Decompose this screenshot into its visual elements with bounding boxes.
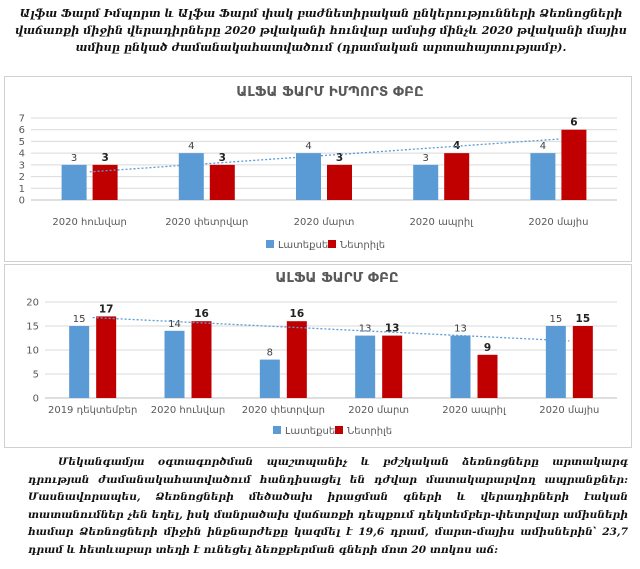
bar-latex (259, 359, 280, 398)
data-label: 3 (423, 153, 429, 164)
data-label: 3 (101, 152, 108, 164)
intro-paragraph: Ալֆա Ֆարմ Իմպորտ և Ալֆա Ֆարմ փակ բաժնետի… (15, 6, 627, 54)
legend-swatch-latex (266, 240, 274, 248)
data-label: 4 (540, 141, 546, 152)
outro-text: Մեկանգամյա օգտագործման պաշտպանիչ և բժշկա… (28, 456, 628, 556)
y-tick-label: 7 (19, 114, 25, 125)
x-tick-label: 2020 փետրվար (165, 217, 248, 228)
data-label: 9 (484, 342, 491, 354)
data-label: 4 (188, 141, 194, 152)
legend-swatch-nitrile (335, 426, 343, 434)
bar-nitrile (572, 326, 593, 398)
y-tick-label: 20 (26, 298, 39, 309)
bar-latex (530, 153, 556, 200)
bar-latex (450, 335, 471, 398)
legend-label-nitrile: Նետրիլե (340, 240, 385, 251)
y-tick-label: 0 (33, 394, 39, 405)
x-tick-label: 2020 ապրիլ (409, 217, 474, 228)
y-tick-label: 4 (19, 149, 25, 160)
y-tick-label: 0 (19, 196, 25, 207)
legend-swatch-nitrile (328, 240, 336, 248)
data-label: 6 (570, 117, 577, 129)
bar-latex (61, 164, 87, 200)
x-tick-label: 2020 մայիս (539, 405, 599, 416)
y-tick-label: 3 (19, 160, 25, 171)
data-label: 17 (99, 303, 114, 315)
data-label: 13 (454, 324, 467, 335)
y-tick-label: 5 (19, 137, 25, 148)
data-label: 15 (549, 314, 562, 325)
chart-alfa-farm-import: ԱԼՖԱ ՖԱՐՄ ԻՄՊՈՐՏ ՓԲԸ01234567344343334620… (4, 76, 632, 262)
data-label: 15 (73, 314, 86, 325)
y-tick-label: 5 (33, 370, 39, 381)
data-label: 3 (219, 152, 226, 164)
bar-nitrile (209, 164, 235, 200)
trendline (92, 316, 570, 342)
bar-nitrile (327, 164, 352, 200)
data-label: 3 (71, 153, 77, 164)
data-label: 4 (305, 141, 311, 152)
x-tick-label: 2020 հունվար (52, 217, 126, 228)
bar-latex (178, 153, 204, 200)
y-tick-label: 1 (19, 184, 25, 195)
bar-nitrile (561, 129, 587, 200)
y-tick-label: 15 (26, 322, 39, 333)
trendline (89, 138, 559, 173)
bar-latex (545, 326, 566, 398)
bar-latex (296, 153, 321, 200)
data-label: 14 (168, 319, 181, 330)
y-tick-label: 2 (19, 172, 25, 183)
x-tick-label: 2020 փետրվար (242, 405, 325, 416)
data-label: 16 (194, 308, 209, 320)
chart-svg-1: ԱԼՖԱ ՖԱՐՄ ԻՄՊՈՐՏ ՓԲԸ01234567344343334620… (19, 84, 617, 251)
bar-nitrile (444, 153, 470, 200)
data-label: 3 (336, 152, 343, 164)
y-tick-label: 10 (26, 346, 39, 357)
data-label: 15 (576, 313, 591, 325)
x-tick-label: 2020 հունվար (151, 405, 225, 416)
bar-latex (69, 326, 90, 398)
data-label: 8 (267, 348, 273, 359)
bar-nitrile (191, 321, 212, 398)
legend-label-latex: Լատեքսե (278, 240, 328, 251)
x-tick-label: 2020 ապրիլ (442, 405, 507, 416)
chart-title: ԱԼՖԱ ՖԱՐՄ ԻՄՊՈՐՏ ՓԲԸ (236, 84, 423, 100)
x-tick-label: 2020 մարտ (294, 217, 355, 228)
x-tick-label: 2020 մայիս (528, 217, 588, 228)
bar-nitrile (96, 316, 117, 398)
outro-paragraph: Մեկանգամյա օգտագործման պաշտպանիչ և բժշկա… (28, 454, 628, 560)
data-label: 13 (359, 324, 372, 335)
x-tick-label: 2019 դեկտեմբեր (48, 405, 137, 416)
bar-latex (413, 164, 439, 200)
y-tick-label: 6 (19, 125, 25, 136)
bar-latex (164, 330, 185, 398)
bar-nitrile (382, 335, 403, 398)
data-label: 16 (290, 308, 305, 320)
chart-title: ԱԼՖԱ ՖԱՐՄ ՓԲԸ (275, 270, 398, 286)
bar-nitrile (477, 354, 498, 398)
bar-nitrile (92, 164, 118, 200)
chart-alfa-farm: ԱԼՖԱ ՖԱՐՄ ՓԲԸ 0 5 10 15 20 15 14 8 13 13 15 17 16 16 13… (4, 264, 632, 448)
legend-label-latex: Լատեքսե (285, 426, 335, 437)
bar-latex (355, 335, 376, 398)
legend-label-nitrile: Նետրիլե (347, 426, 392, 437)
bar-nitrile (286, 321, 307, 398)
legend-swatch-latex (273, 426, 281, 434)
x-tick-label: 2020 մարտ (348, 405, 409, 416)
